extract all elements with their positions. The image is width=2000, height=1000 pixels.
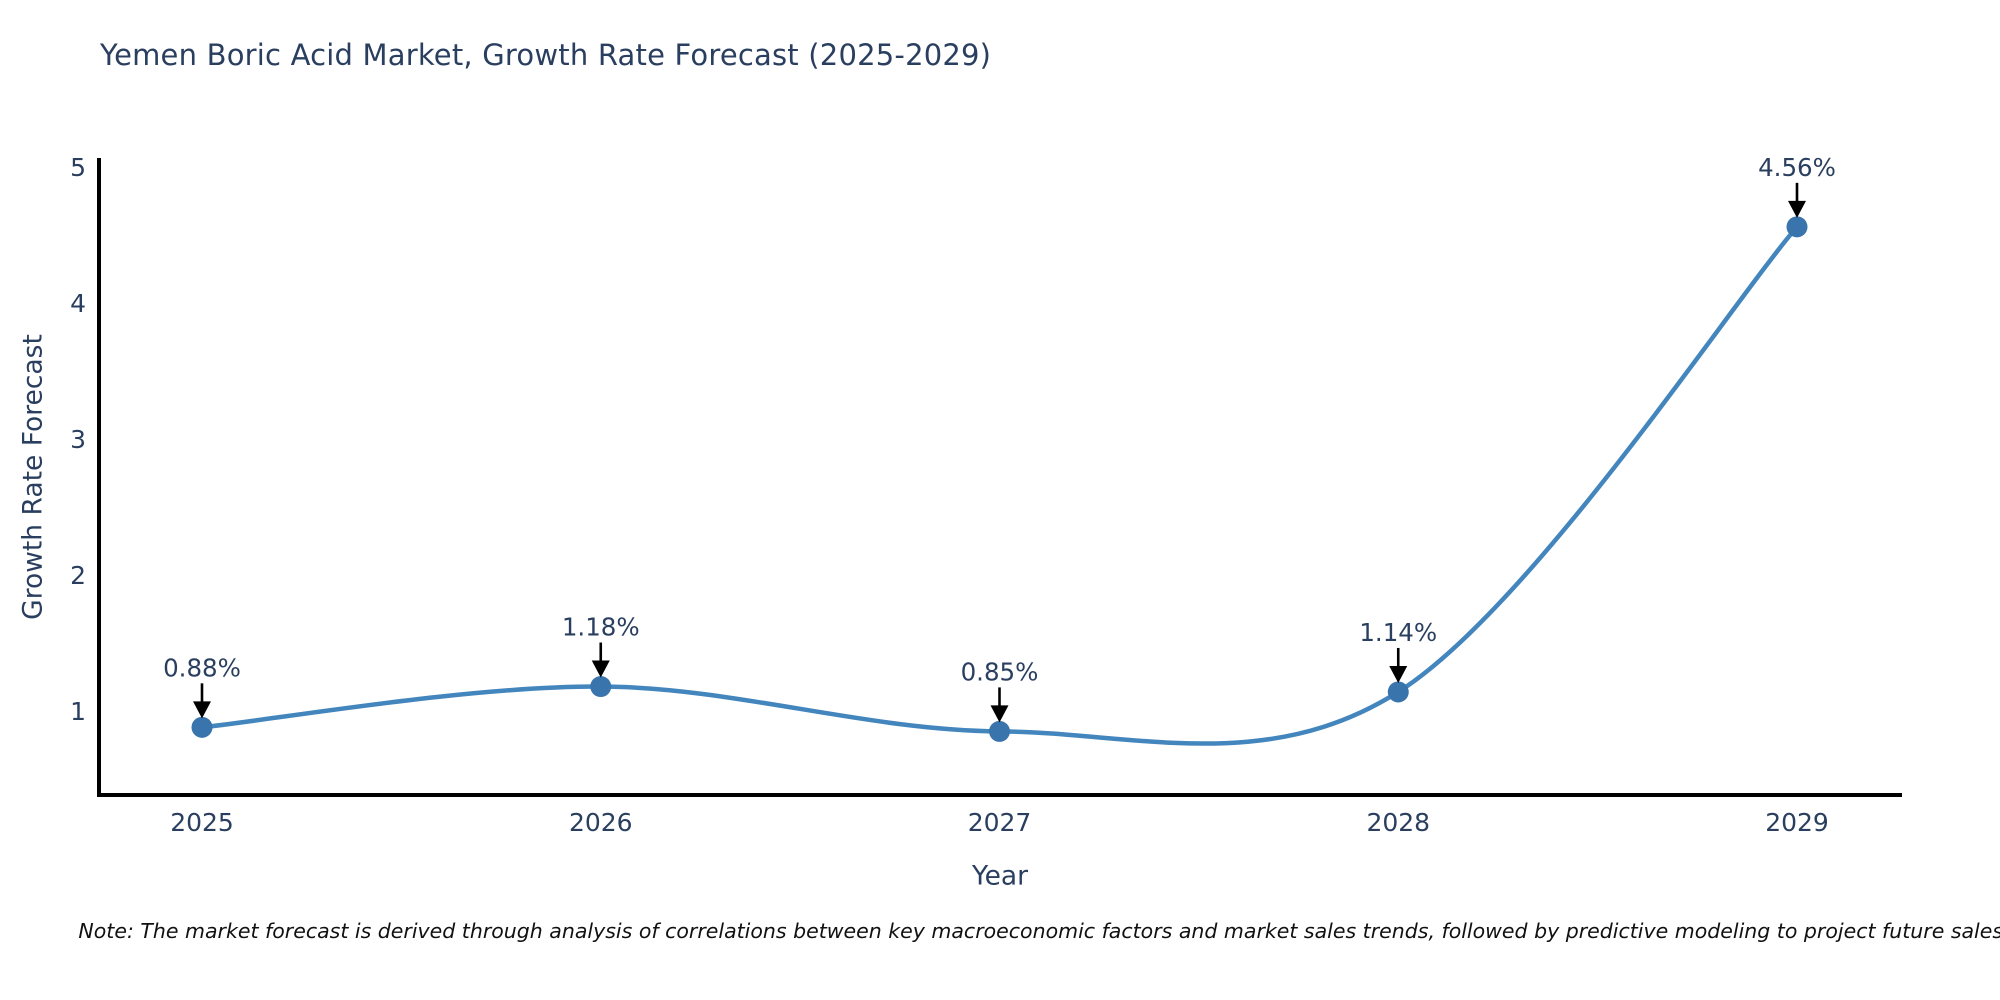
y-tick-label: 2 bbox=[70, 561, 86, 590]
annotation-arrowhead bbox=[591, 660, 610, 678]
data-point-marker bbox=[191, 716, 213, 738]
x-tick-label: 2029 bbox=[1765, 808, 1829, 837]
data-point-label: 1.14% bbox=[1359, 618, 1437, 647]
y-tick-label: 3 bbox=[70, 425, 86, 454]
annotation-arrowhead bbox=[193, 701, 211, 719]
data-point-marker bbox=[1387, 681, 1409, 703]
y-axis-title: Growth Rate Forecast bbox=[17, 334, 49, 620]
forecast-line bbox=[199, 224, 1800, 746]
data-point-label: 0.88% bbox=[163, 653, 241, 682]
annotation-arrowhead bbox=[1389, 665, 1408, 683]
data-point-marker bbox=[1786, 216, 1808, 238]
x-tick-label: 2027 bbox=[968, 808, 1032, 837]
footnote: Note: The market forecast is derived thr… bbox=[78, 919, 2000, 943]
annotation-arrowhead bbox=[1788, 200, 1806, 218]
data-point-label: 0.85% bbox=[961, 657, 1039, 686]
y-tick-label: 1 bbox=[70, 697, 86, 726]
y-tick-label: 4 bbox=[70, 289, 86, 318]
x-axis-title: Year bbox=[971, 860, 1029, 892]
data-point-marker bbox=[590, 676, 612, 698]
data-point-label: 1.18% bbox=[562, 613, 640, 642]
x-tick-label: 2028 bbox=[1366, 808, 1430, 837]
x-tick-label: 2026 bbox=[569, 808, 633, 837]
y-tick-label: 5 bbox=[70, 153, 86, 182]
data-point-label: 4.56% bbox=[1758, 153, 1836, 182]
data-point-marker bbox=[989, 720, 1010, 742]
chart-title: Yemen Boric Acid Market, Growth Rate For… bbox=[100, 38, 992, 72]
x-tick-label: 2025 bbox=[170, 808, 234, 837]
annotation-arrowhead bbox=[990, 705, 1009, 723]
